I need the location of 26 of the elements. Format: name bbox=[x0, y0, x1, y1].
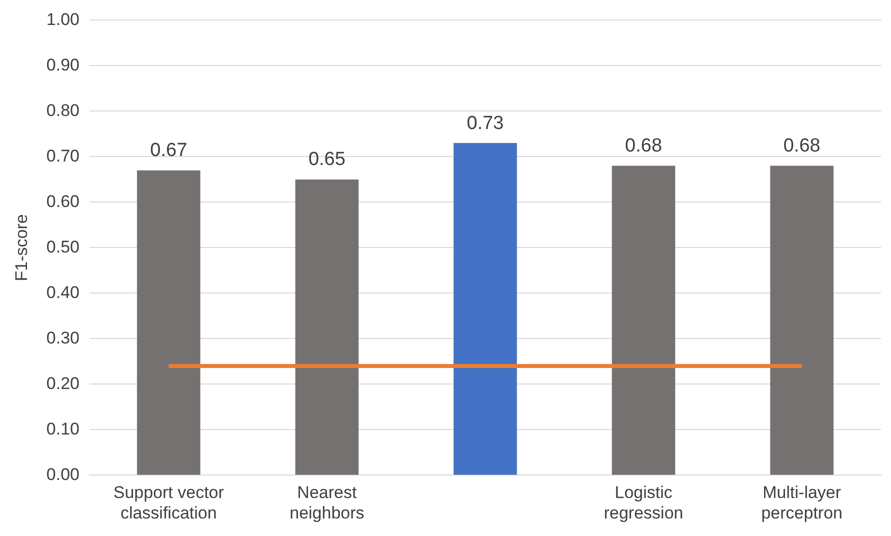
bar bbox=[295, 179, 359, 475]
y-tick-label: 1.00 bbox=[46, 10, 80, 29]
y-tick-label: 0.50 bbox=[46, 237, 80, 256]
y-tick-label: 0.40 bbox=[46, 282, 80, 302]
bar bbox=[770, 166, 834, 475]
y-tick-label: 0.00 bbox=[46, 464, 80, 484]
y-tick-label: 0.90 bbox=[46, 55, 80, 74]
y-axis-title: F1-score bbox=[12, 214, 31, 282]
data-label: 0.68 bbox=[783, 136, 820, 157]
data-label: 0.65 bbox=[308, 149, 346, 170]
data-label: 0.68 bbox=[625, 136, 662, 157]
data-label: 0.73 bbox=[466, 112, 504, 134]
y-tick-label: 0.70 bbox=[46, 146, 80, 166]
y-tick-label: 0.10 bbox=[46, 419, 80, 438]
x-tick-label: Nearest neighbors bbox=[290, 483, 364, 522]
x-tick-label: Logistic regression bbox=[604, 483, 684, 522]
bar bbox=[612, 166, 676, 475]
bar bbox=[136, 170, 200, 475]
y-tick-label: 0.30 bbox=[46, 328, 80, 348]
y-tick-label: 0.20 bbox=[46, 374, 80, 393]
y-tick-label: 0.60 bbox=[46, 192, 80, 211]
bar bbox=[454, 143, 517, 475]
data-label: 0.67 bbox=[150, 140, 188, 162]
y-tick-label: 0.80 bbox=[46, 100, 80, 120]
x-tick-label: Multi-layer perceptron bbox=[761, 483, 842, 522]
x-tick-label: Support vector classification bbox=[113, 483, 224, 522]
